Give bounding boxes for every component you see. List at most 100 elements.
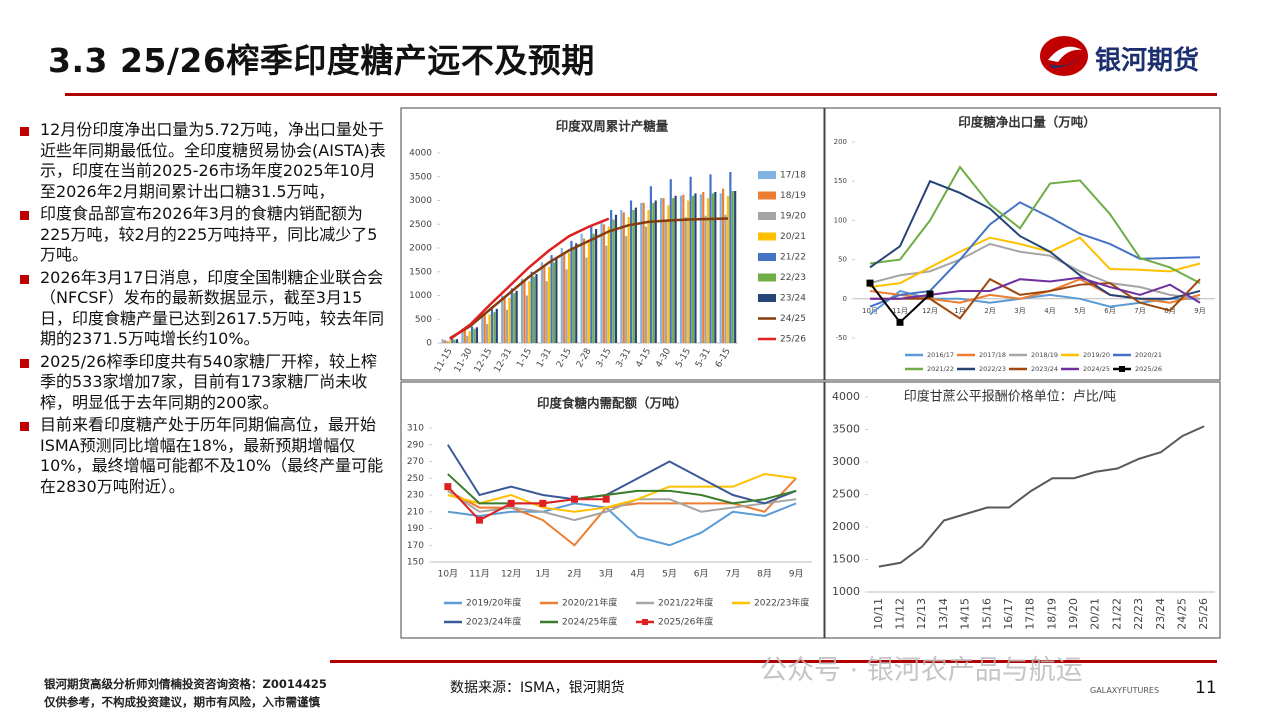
y-tick-label: 500 [415,315,432,325]
logo-text: 银河期货 [1095,46,1200,76]
legend-label: 2022/23年度 [754,597,809,609]
x-tick-label: 5月 [662,569,677,580]
bar [543,266,546,343]
bar [699,194,702,343]
legend-label: 2019/20年度 [466,597,521,609]
legend-label: 2023/24年度 [466,616,521,628]
legend-marker [1119,366,1125,372]
series-line [447,485,607,522]
y-tick-label: 200 [834,138,847,146]
y-tick-label: 2000 [409,244,432,254]
bar [654,200,657,343]
bar [572,248,575,343]
x-tick-label: 19/20 [1067,598,1080,630]
bar [510,288,513,343]
series-line [447,473,797,513]
x-tick-label: 10/11 [872,598,885,630]
x-tick-label: 4-15 [634,347,653,370]
legend-label: 2016/17 [927,351,954,359]
x-tick-label: 3-15 [595,347,614,370]
bar [731,191,734,343]
series-line [449,217,610,341]
bar [441,339,444,343]
bar [565,269,568,343]
x-tick-label: 25/26 [1197,598,1210,630]
y-tick-label: 170 [407,541,424,551]
legend-label: 2023/24 [1031,365,1058,373]
legend-label: 2018/19 [1031,351,1058,359]
x-tick-label: 4月 [630,569,645,580]
legend-label: 2019/20 [1083,351,1110,359]
x-tick-label: 20/21 [1089,598,1102,630]
bar [682,194,685,343]
bar [649,186,652,343]
bar [734,191,737,343]
bar [530,271,533,343]
x-tick-label: 10月 [862,307,878,315]
y-tick-label: 1500 [409,267,432,277]
bar [592,233,595,343]
y-tick-label: 100 [834,216,847,224]
bar [672,198,675,343]
chart-title: 印度甘蔗公平报酬价格单位：卢比/吨 [904,389,1116,405]
y-tick-label: 3000 [409,196,432,206]
bullet: 12月份印度净出口量为5.72万吨，净出口量处于近些年同期最低位。全印度糖贸易协… [14,120,386,202]
legend-label: 25/26 [780,335,806,345]
point-marker [539,499,547,507]
y-tick-label: 3000 [832,455,860,468]
bullet: 2025/26榨季印度共有540家糖厂开榨，较上榨季的533家增加7家，目前有1… [14,352,386,414]
bar [503,296,506,343]
y-tick-label: 0 [426,339,432,349]
series-line [447,502,797,547]
legend-label: 24/25 [780,314,806,324]
bar [513,293,516,343]
y-tick-label: 3500 [409,172,432,182]
bar [580,233,583,343]
bar [533,276,536,343]
x-tick-label: 3月 [1014,307,1025,315]
bar [724,214,727,343]
bar [555,257,558,343]
x-tick-label: 2-28 [575,347,594,370]
slide-title: 3.3 25/26榨季印度糖产远不及预期 [48,41,595,80]
legend-label: 2021/22 [927,365,954,373]
series-line [869,242,1201,300]
y-tick-label: 1500 [832,553,860,566]
bar [455,339,459,343]
y-tick-label: 0 [843,295,847,303]
y-tick-label: 210 [407,507,424,517]
y-tick-label: 1000 [832,585,860,598]
bar [595,229,598,343]
series-line [449,217,729,340]
x-tick-label: 12-31 [493,347,515,375]
x-tick-label: 6-15 [714,347,733,370]
bar [620,210,623,343]
bar [567,252,571,343]
y-tick-label: 230 [407,491,424,501]
y-tick-label: 150 [834,177,847,185]
bullet: 2026年3月17日消息，印度全国制糖企业联合会（NFCSF）发布的最新数据显示… [14,268,386,350]
x-tick-label: 7月 [725,569,740,580]
x-tick-label: 11月 [892,307,908,315]
bar [582,238,586,343]
bar [505,309,509,343]
bar [590,226,593,343]
bar [704,215,707,343]
legend-label: 17/18 [780,171,806,181]
x-tick-label: 6月 [1104,307,1115,315]
chart-title: 印度双周累计产糖量 [556,119,669,134]
bar [647,210,650,343]
bar [605,245,608,343]
bar [719,193,722,343]
x-tick-label: 1-15 [515,347,534,370]
legend-swatch [758,171,776,179]
x-tick-label: 9月 [789,569,804,580]
x-tick-label: 23/24 [1154,598,1167,630]
bar [679,195,683,343]
bar [644,226,648,343]
legend-label: 2020/21 [1135,351,1162,359]
y-tick-label: 290 [407,440,424,450]
bar [545,281,548,343]
legend-label: 2024/25年度 [562,616,617,628]
